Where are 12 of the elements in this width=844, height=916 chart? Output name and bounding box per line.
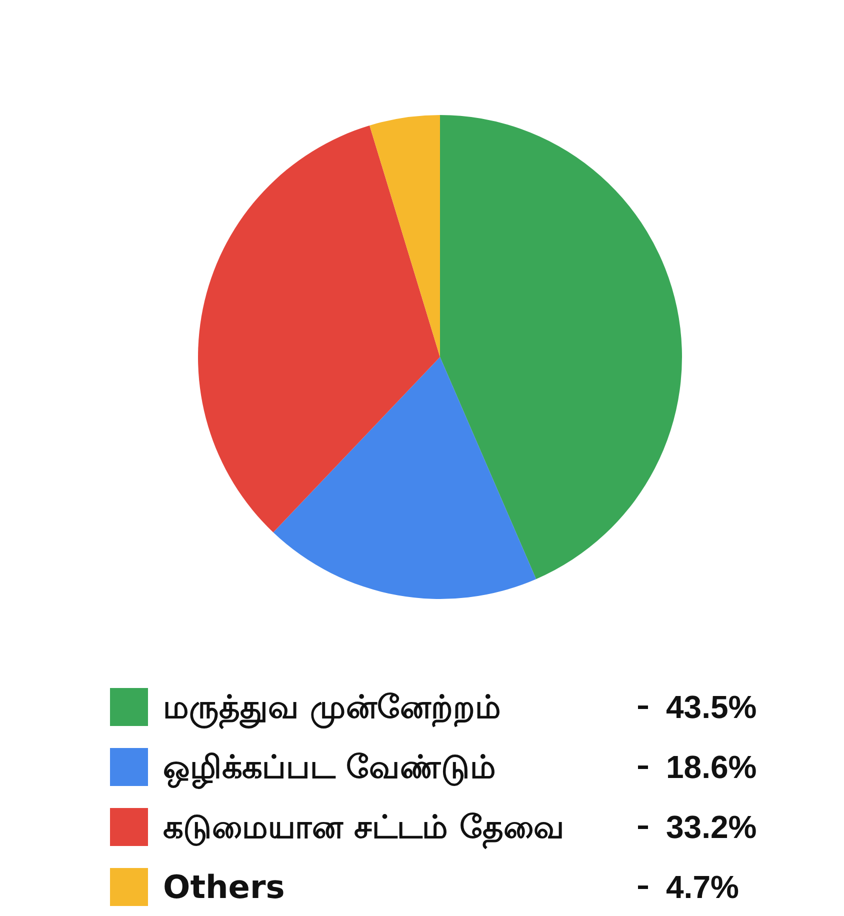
legend-label: மருத்துவ முன்னேற்றம்	[163, 688, 502, 729]
pie-slice	[370, 115, 440, 357]
data-label: 4.7%	[666, 869, 739, 905]
legend-label: ஒழிக்கப்பட வேண்டும்	[163, 748, 496, 790]
pie-slice	[273, 357, 536, 599]
legend-label: கடுமையான சட்டம் தேவை	[163, 808, 564, 849]
pie-slice	[440, 115, 682, 580]
legend-label: Others	[163, 868, 285, 906]
pie-slice	[198, 125, 440, 532]
data-label: 43.5%	[666, 689, 757, 725]
data-label: 18.6%	[666, 749, 757, 785]
data-label: 33.2%	[666, 809, 757, 845]
